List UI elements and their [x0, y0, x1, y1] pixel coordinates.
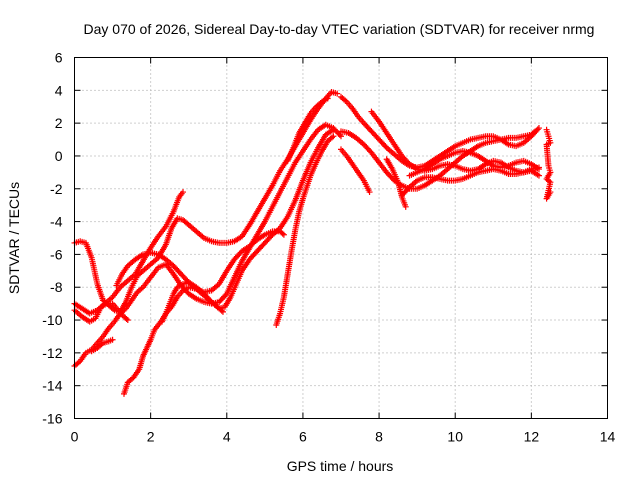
chart-title: Day 070 of 2026, Sidereal Day-to-day VTE…	[84, 21, 595, 37]
x-tick-label: 12	[524, 429, 540, 445]
plot-frame	[74, 57, 608, 419]
data-point	[336, 131, 343, 138]
data-marks	[71, 88, 554, 397]
data-point	[280, 231, 287, 238]
x-tick-label: 2	[147, 429, 155, 445]
y-tick-labels: -16 -14 -12 -10 -8 -6 -4 -2 0 2 4 6	[42, 50, 62, 427]
data-point	[546, 178, 553, 185]
series-16	[398, 164, 542, 199]
x-tick-label: 4	[223, 429, 231, 445]
data-point	[334, 90, 341, 97]
y-tick-label: -2	[50, 181, 63, 197]
x-tick-label: 0	[71, 429, 79, 445]
y-tick-label: -8	[50, 279, 63, 295]
y-tick-label: -14	[42, 378, 62, 394]
x-tick-label: 10	[447, 429, 463, 445]
data-point	[367, 148, 374, 155]
y-tick-label: 0	[55, 148, 63, 164]
x-tick-labels: 0 2 4 6 8 10 12 14	[71, 429, 616, 445]
series-6	[88, 336, 116, 355]
data-point	[535, 172, 542, 179]
y-tick-label: 6	[55, 50, 63, 66]
data-point	[109, 336, 116, 343]
series-15	[383, 156, 409, 210]
data-point	[124, 317, 131, 324]
data-point	[268, 233, 275, 240]
y-tick-label: 2	[55, 115, 63, 131]
data-point	[207, 297, 214, 304]
x-axis-label: GPS time / hours	[287, 458, 394, 474]
data-point	[180, 189, 187, 196]
data-point	[382, 143, 389, 150]
y-tick-label: -6	[50, 246, 63, 262]
y-tick-label: -12	[42, 345, 62, 361]
data-point	[366, 189, 373, 196]
series-8	[159, 126, 337, 325]
y-tick-label: 4	[55, 82, 63, 98]
series-13	[338, 146, 373, 196]
y-tick-label: -10	[42, 312, 62, 328]
data-point	[324, 95, 331, 102]
data-point	[222, 292, 229, 299]
data-point	[330, 133, 337, 140]
series-3	[113, 228, 287, 296]
series-4	[71, 121, 344, 369]
y-axis-label: SDTVAR / TECUs	[6, 182, 22, 294]
data-point	[123, 315, 130, 322]
x-tick-label: 6	[299, 429, 307, 445]
data-point	[405, 185, 412, 192]
series-2	[71, 189, 187, 317]
data-point	[330, 126, 337, 133]
data-point	[535, 125, 542, 132]
y-tick-label: -4	[50, 214, 63, 230]
series-17	[406, 148, 542, 179]
data-point	[547, 189, 554, 196]
series-9	[273, 133, 337, 328]
x-tick-label: 8	[375, 429, 383, 445]
series-18	[543, 126, 554, 202]
grid	[74, 57, 608, 419]
data-point	[535, 166, 542, 173]
series-5	[71, 300, 131, 325]
data-point	[534, 126, 541, 133]
series-10	[284, 95, 331, 164]
x-tick-label: 14	[600, 429, 616, 445]
data-point	[402, 203, 409, 210]
data-point	[279, 230, 286, 237]
y-tick-label: -16	[42, 411, 62, 427]
